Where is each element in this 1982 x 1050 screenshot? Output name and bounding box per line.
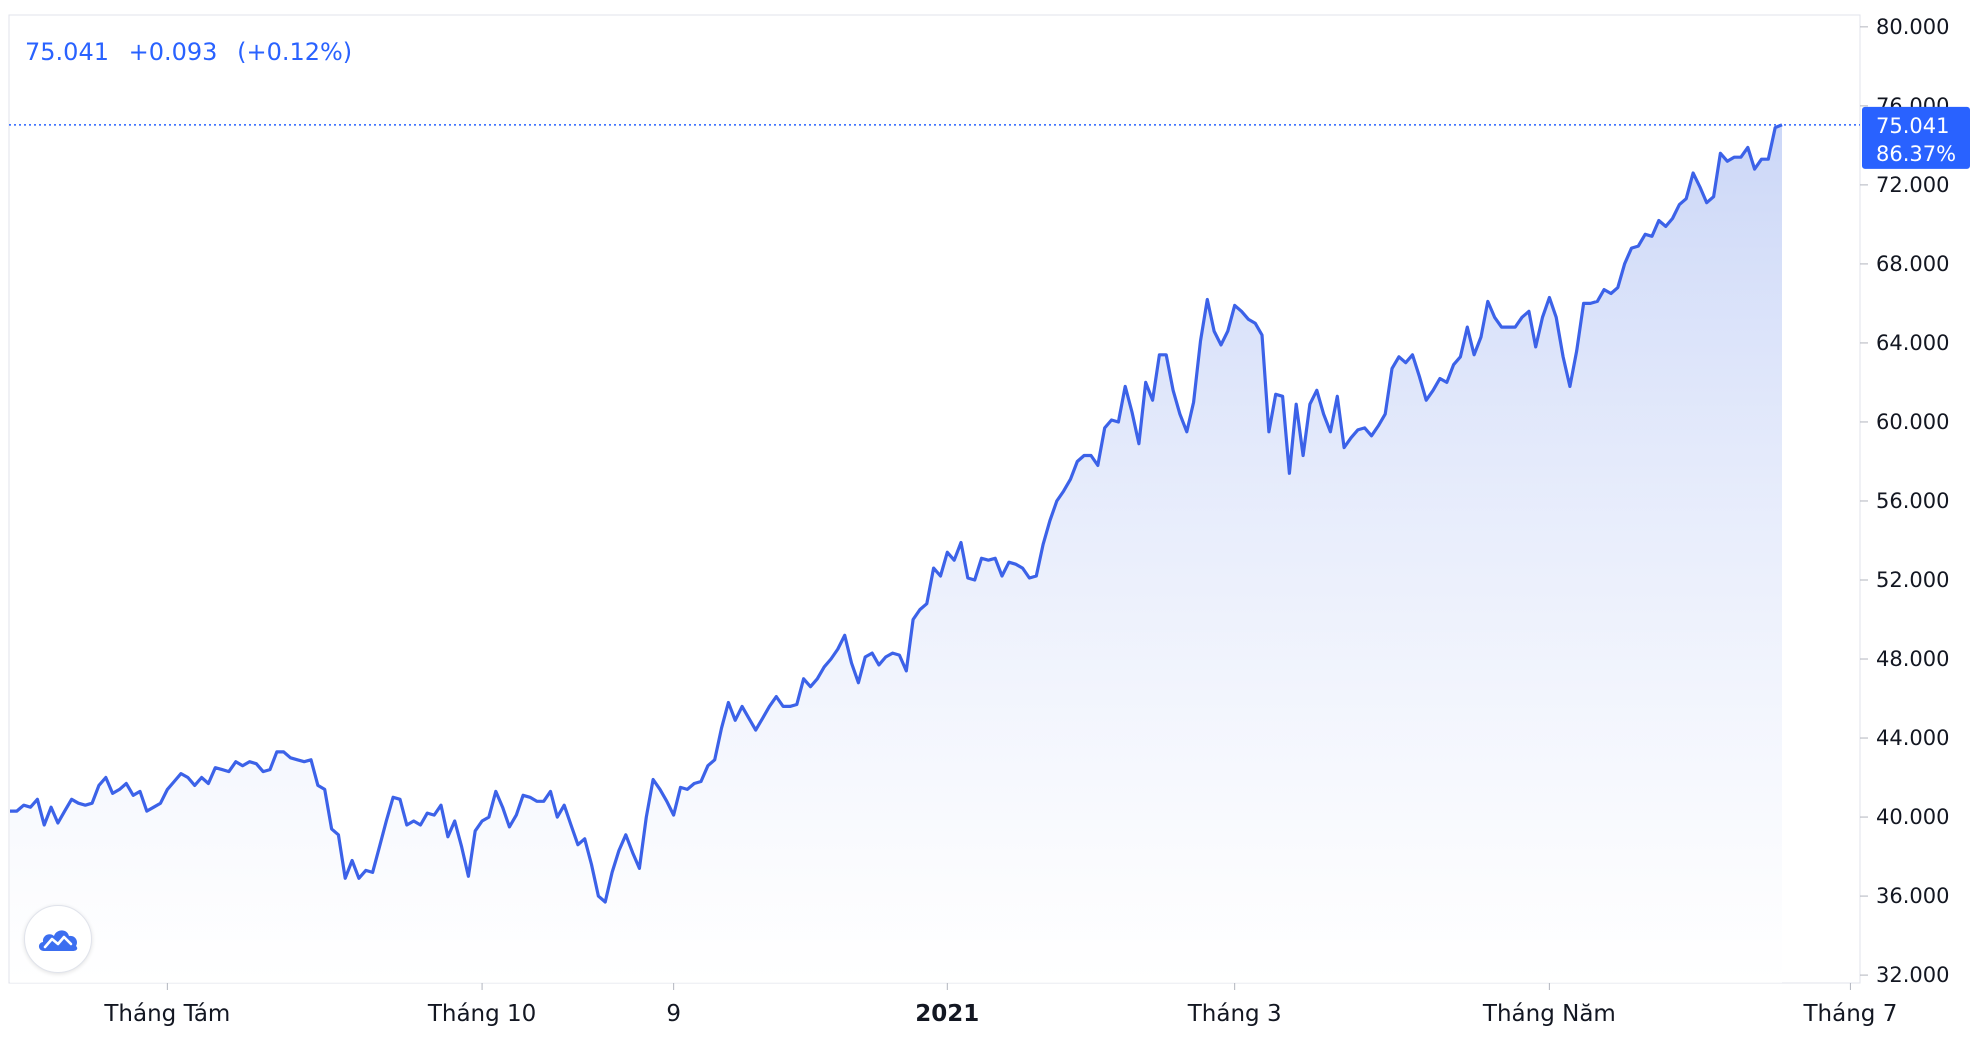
time-tick-label: 9: [666, 1001, 681, 1027]
price-tick-label: 52.000: [1876, 568, 1949, 592]
legend-change-percent: (+0.12%): [237, 38, 353, 66]
price-tick-label: 44.000: [1876, 726, 1949, 750]
time-tick-label: Tháng Năm: [1482, 1001, 1616, 1027]
price-tick-label: 36.000: [1876, 884, 1949, 908]
legend-last-value: 75.041: [25, 38, 109, 66]
time-tick-label: Tháng 3: [1187, 1001, 1282, 1027]
legend: 75.041 +0.093 (+0.12%): [25, 38, 364, 66]
time-tick-label: 2021: [915, 1001, 979, 1027]
last-price-badge-value: 75.041: [1876, 114, 1949, 138]
time-tick-label: Tháng 10: [427, 1001, 536, 1027]
legend-change: +0.093: [128, 38, 218, 66]
price-tick-label: 80.000: [1876, 15, 1949, 39]
price-tick-label: 48.000: [1876, 647, 1949, 671]
price-tick-label: 68.000: [1876, 252, 1949, 276]
price-tick-label: 60.000: [1876, 410, 1949, 434]
last-price-badge-percent: 86.37%: [1876, 142, 1956, 166]
cloud-chart-icon: [38, 930, 78, 951]
price-series-line: [10, 123, 1783, 904]
price-tick-label: 40.000: [1876, 805, 1949, 829]
time-tick-label: Tháng 7: [1802, 1001, 1897, 1027]
time-axis[interactable]: Tháng Tám Tháng 10 9 2021 Tháng 3 Tháng Năm Th…: [103, 983, 1897, 1027]
price-tick-label: 32.000: [1876, 963, 1949, 987]
price-tick-label: 72.000: [1876, 173, 1949, 197]
price-tick-label: 56.000: [1876, 489, 1949, 513]
price-area-fill: [10, 124, 1782, 984]
tradingview-logo-button[interactable]: [24, 905, 92, 973]
last-price-badge: [1862, 106, 1970, 169]
time-tick-label: Tháng Tám: [103, 1001, 230, 1027]
price-tick-label: 64.000: [1876, 331, 1949, 355]
